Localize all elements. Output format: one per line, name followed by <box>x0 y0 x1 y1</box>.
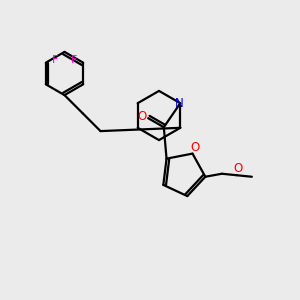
Text: O: O <box>138 110 147 123</box>
Text: O: O <box>190 141 200 154</box>
Text: F: F <box>52 55 58 65</box>
Text: F: F <box>70 55 77 65</box>
Text: O: O <box>234 162 243 175</box>
Text: N: N <box>174 97 183 110</box>
